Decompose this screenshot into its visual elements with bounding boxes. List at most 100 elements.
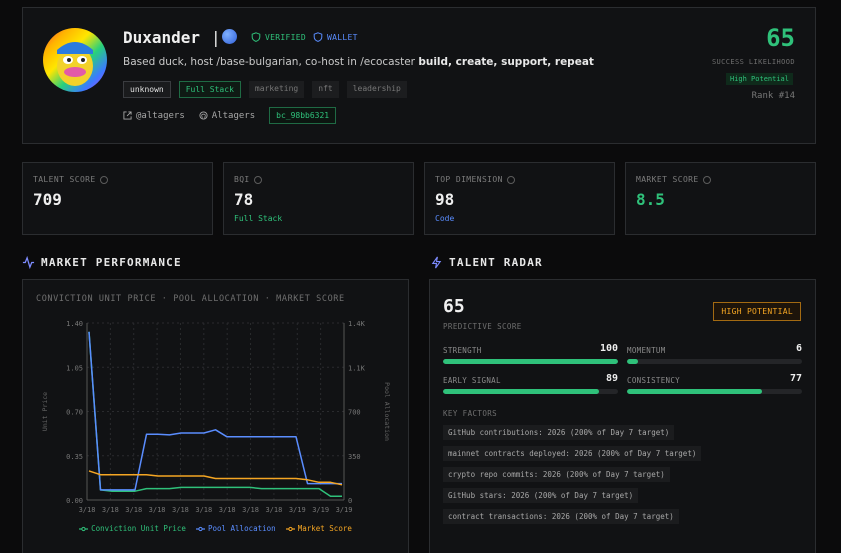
- y-tick-label: 1.40: [66, 320, 83, 328]
- metric-bar: [627, 359, 802, 364]
- social-links: @altagers Altagers bc_98bb6321: [123, 107, 337, 124]
- legend-item-pool[interactable]: Pool Allocation: [195, 524, 276, 533]
- profile-bio: Based duck, host /base-bulgarian, co-hos…: [123, 56, 594, 68]
- x-tick-label: 3/18: [102, 506, 119, 514]
- tag-marketing[interactable]: marketing: [248, 81, 305, 98]
- info-icon[interactable]: [99, 175, 108, 184]
- key-factor: GitHub contributions: 2026 (200% of Day …: [443, 425, 675, 440]
- metric-label: CONSISTENCY: [627, 376, 680, 385]
- series-line-market-score: [88, 470, 343, 486]
- y-tick-label: 0.00: [66, 497, 83, 505]
- metric-momentum: MOMENTUM 6: [627, 343, 802, 364]
- legend-label: Market Score: [297, 524, 352, 533]
- stat-label-text: TALENT SCORE: [33, 175, 96, 184]
- predictive-score-label: PREDICTIVE SCORE: [443, 322, 522, 331]
- x-tick-label: 3/18: [172, 506, 189, 514]
- globe-icon: [222, 29, 237, 44]
- metric-label: STRENGTH: [443, 346, 482, 355]
- info-icon[interactable]: [506, 175, 515, 184]
- metric-bar: [443, 389, 618, 394]
- github-icon: [199, 111, 208, 120]
- avatar[interactable]: [43, 28, 107, 92]
- y-tick-label: 0.70: [66, 409, 83, 417]
- market-performance-chart[interactable]: 0.00 0 0.35 350 0.70 700 1.05 1.1K 1.40 1.4K 3/18 3…: [23, 306, 408, 526]
- stat-label: TALENT SCORE: [33, 175, 108, 184]
- legend-item-conviction[interactable]: Conviction Unit Price: [79, 524, 186, 533]
- high-potential-badge: HIGH POTENTIAL: [713, 302, 801, 321]
- chart-legend: Conviction Unit Price Pool Allocation Ma…: [23, 524, 408, 533]
- metric-bar-fill: [443, 359, 618, 364]
- x-tick-label: 3/18: [149, 506, 166, 514]
- legend-line-icon: [285, 526, 295, 531]
- success-score-label: SUCCESS LIKELIHOOD: [711, 58, 795, 66]
- x-tick-label: 3/18: [79, 506, 96, 514]
- stat-value: 78: [234, 190, 254, 209]
- talent-radar-panel: 65 PREDICTIVE SCORE HIGH POTENTIAL STREN…: [429, 279, 816, 553]
- metric-early-signal: EARLY SIGNAL 89: [443, 373, 618, 394]
- wallet-label: WALLET: [327, 32, 358, 42]
- legend-label: Conviction Unit Price: [91, 524, 186, 533]
- activity-icon: [22, 256, 35, 269]
- x-tick-label: 3/18: [195, 506, 212, 514]
- metric-label: EARLY SIGNAL: [443, 376, 501, 385]
- key-factor: GitHub stars: 2026 (200% of Day 7 target…: [443, 488, 639, 503]
- success-score: 65: [766, 24, 795, 52]
- market-performance-heading: MARKET PERFORMANCE: [22, 256, 182, 269]
- bio-bold: build, create, support, repeat: [418, 56, 594, 68]
- market-performance-panel: CONVICTION UNIT PRICE · POOL ALLOCATION …: [22, 279, 409, 553]
- y-tick-label: 0.35: [66, 453, 83, 461]
- x-tick-label: 3/18: [219, 506, 236, 514]
- y2-tick-label: 1.1K: [348, 364, 366, 372]
- x-tick-label: 3/19: [289, 506, 306, 514]
- stat-sub: Full Stack: [234, 214, 283, 223]
- y-tick-label: 1.05: [66, 364, 83, 372]
- builder-code[interactable]: bc_98bb6321: [269, 107, 337, 124]
- metric-value: 77: [789, 373, 802, 384]
- chart-title: CONVICTION UNIT PRICE · POOL ALLOCATION …: [36, 294, 345, 304]
- twitter-link[interactable]: @altagers: [123, 111, 185, 121]
- metric-bar-fill: [627, 389, 762, 394]
- y-axis-label: Unit Price: [41, 392, 49, 431]
- key-factor: crypto repo commits: 2026 (200% of Day 7…: [443, 467, 670, 482]
- stat-value: 8.5: [636, 190, 665, 209]
- y2-axis-label: Pool Allocation: [383, 382, 391, 441]
- metric-bar: [627, 389, 802, 394]
- tag-nft[interactable]: nft: [312, 81, 339, 98]
- key-factor: mainnet contracts deployed: 2026 (200% o…: [443, 446, 702, 461]
- key-factors-title: KEY FACTORS: [443, 409, 498, 418]
- github-link[interactable]: Altagers: [199, 111, 255, 121]
- stat-label-text: MARKET SCORE: [636, 175, 699, 184]
- x-tick-label: 3/19: [336, 506, 353, 514]
- name-separator: |: [211, 28, 221, 47]
- profile-card: Duxander | VERIFIED WALLET Based duck, h…: [22, 7, 816, 144]
- y2-tick-label: 350: [348, 453, 361, 461]
- y2-tick-label: 1.4K: [348, 320, 366, 328]
- tag-leadership[interactable]: leadership: [346, 81, 407, 98]
- info-icon[interactable]: [702, 175, 711, 184]
- stat-label: TOP DIMENSION: [435, 175, 515, 184]
- legend-line-icon: [195, 526, 205, 531]
- metric-bar-fill: [443, 389, 599, 394]
- high-potential-chip: High Potential: [725, 73, 793, 85]
- tag-full-stack[interactable]: Full Stack: [178, 81, 241, 98]
- stat-card-talent-score: TALENT SCORE 709: [22, 162, 213, 235]
- verified-badge: VERIFIED: [251, 32, 306, 42]
- metric-bar: [443, 359, 618, 364]
- tag-unknown[interactable]: unknown: [123, 81, 171, 98]
- metric-value: 100: [599, 343, 618, 354]
- y2-tick-label: 700: [348, 409, 361, 417]
- info-icon[interactable]: [253, 175, 262, 184]
- lightning-icon: [431, 256, 442, 269]
- twitter-handle: @altagers: [136, 110, 185, 121]
- stat-label: BQI: [234, 175, 262, 184]
- legend-label: Pool Allocation: [207, 524, 276, 533]
- talent-radar-title: TALENT RADAR: [449, 256, 543, 269]
- x-tick-label: 3/18: [242, 506, 259, 514]
- profile-name: Duxander: [123, 28, 201, 47]
- legend-item-market-score[interactable]: Market Score: [285, 524, 352, 533]
- metric-value: 89: [605, 373, 618, 384]
- x-tick-label: 3/18: [125, 506, 142, 514]
- metric-value: 6: [795, 343, 802, 354]
- stat-card-market-score: MARKET SCORE 8.5: [625, 162, 816, 235]
- shield-icon: [313, 32, 323, 42]
